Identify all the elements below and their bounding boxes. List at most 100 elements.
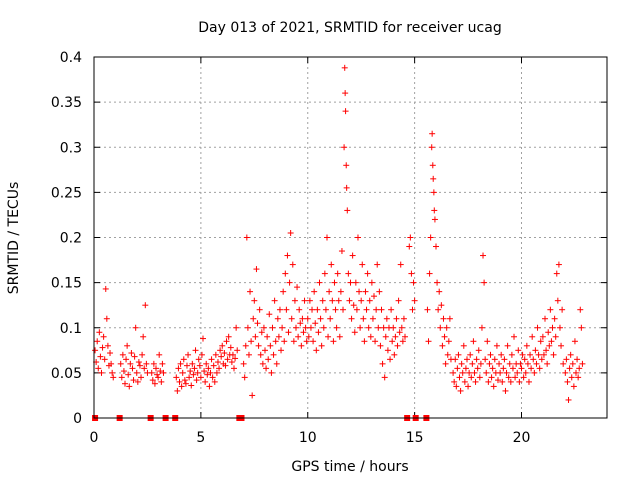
data-point <box>383 315 390 322</box>
data-point <box>301 297 308 304</box>
data-point <box>337 288 344 295</box>
data-point <box>454 365 461 372</box>
data-point <box>229 351 236 358</box>
data-point <box>264 333 271 340</box>
data-point <box>292 324 299 331</box>
data-point <box>92 347 99 354</box>
data-point <box>487 351 494 358</box>
data-point <box>535 351 542 358</box>
data-point <box>396 329 403 336</box>
data-point <box>375 324 382 331</box>
data-point <box>318 342 325 349</box>
data-point <box>374 261 381 268</box>
data-point <box>148 369 155 376</box>
data-point <box>191 365 198 372</box>
data-point <box>571 338 578 345</box>
data-point <box>465 383 472 390</box>
data-point <box>217 347 224 354</box>
data-point <box>304 315 311 322</box>
chart-title: Day 013 of 2021, SRMTID for receiver uca… <box>198 20 501 36</box>
y-tick-label: 0.15 <box>51 276 82 292</box>
data-point <box>529 333 536 340</box>
data-point <box>272 338 279 345</box>
data-point <box>119 351 126 358</box>
data-point <box>520 374 527 381</box>
data-point <box>136 362 143 369</box>
data-point <box>341 144 348 151</box>
data-point <box>462 365 469 372</box>
data-point <box>369 315 376 322</box>
data-point <box>223 338 230 345</box>
data-point <box>202 378 209 385</box>
data-point <box>458 360 465 367</box>
data-point <box>213 369 220 376</box>
data-point <box>459 369 466 376</box>
data-point <box>325 333 332 340</box>
data-point <box>249 392 256 399</box>
data-point <box>117 360 124 367</box>
data-point <box>445 338 452 345</box>
data-point <box>205 365 212 372</box>
data-point <box>476 374 483 381</box>
data-point <box>461 378 468 385</box>
data-point <box>497 369 504 376</box>
data-point <box>496 360 503 367</box>
data-point <box>453 383 460 390</box>
data-point <box>188 382 195 389</box>
data-point <box>253 266 260 273</box>
data-point <box>372 338 379 345</box>
data-point <box>555 261 562 268</box>
data-point <box>295 333 302 340</box>
data-point <box>440 315 447 322</box>
data-point <box>94 338 101 345</box>
data-point <box>514 369 521 376</box>
data-point <box>258 329 265 336</box>
data-point <box>452 356 459 363</box>
data-point <box>547 306 554 313</box>
y-tick-label: 0.1 <box>60 321 82 337</box>
data-point <box>518 365 525 372</box>
data-point <box>491 356 498 363</box>
data-point <box>466 369 473 376</box>
data-point <box>523 342 530 349</box>
data-point <box>103 315 110 322</box>
data-point <box>338 248 345 255</box>
data-point <box>241 374 248 381</box>
data-point <box>431 216 438 223</box>
data-point <box>222 362 229 369</box>
data-point <box>129 365 136 372</box>
data-point <box>578 324 585 331</box>
data-point <box>456 374 463 381</box>
data-point <box>142 302 149 309</box>
data-point <box>330 338 337 345</box>
data-point <box>243 234 250 241</box>
data-point <box>274 315 281 322</box>
data-point <box>435 306 442 313</box>
data-point <box>314 306 321 313</box>
data-point <box>331 279 338 286</box>
data-point <box>576 365 583 372</box>
data-point <box>135 359 142 366</box>
data-point <box>340 306 347 313</box>
data-point <box>201 368 208 375</box>
data-point <box>155 374 162 381</box>
data-point <box>560 360 567 367</box>
data-point <box>549 324 556 331</box>
data-point <box>134 378 141 385</box>
data-point <box>446 315 453 322</box>
data-point <box>387 356 394 363</box>
data-point <box>196 362 203 369</box>
data-point <box>506 360 513 367</box>
data-point <box>567 351 574 358</box>
data-point <box>367 333 374 340</box>
data-point <box>499 378 506 385</box>
data-point <box>156 351 163 358</box>
data-point <box>411 297 418 304</box>
data-point <box>455 351 462 358</box>
data-point <box>507 378 514 385</box>
data-point <box>282 270 289 277</box>
data-point <box>444 351 451 358</box>
data-point <box>359 261 366 268</box>
data-point <box>123 356 130 363</box>
